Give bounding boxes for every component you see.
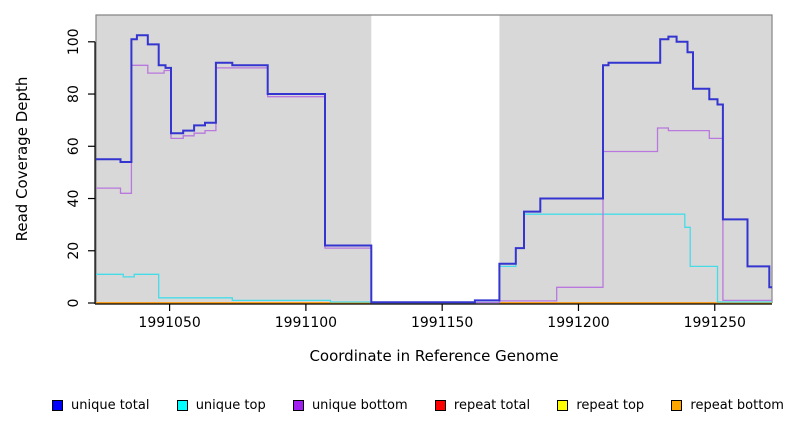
legend-item-repeat-bottom: repeat bottom bbox=[671, 398, 784, 413]
y-tick-label: 80 bbox=[66, 85, 82, 103]
x-axis-title: Coordinate in Reference Genome bbox=[309, 347, 558, 365]
x-tick-label: 1991100 bbox=[275, 315, 337, 331]
x-tick-label: 1991200 bbox=[547, 315, 609, 331]
shaded-region-2 bbox=[499, 15, 772, 303]
plot-layers: 1991050 1991100 1991150 1991200 1991250 0 20 40… bbox=[66, 14, 773, 331]
series-line-unique-total bbox=[96, 34, 772, 304]
legend: unique total unique top unique bottom repea… bbox=[52, 398, 784, 413]
legend-label: repeat bottom bbox=[690, 398, 784, 413]
legend-label: repeat total bbox=[453, 398, 531, 413]
legend-swatch-repeat-total bbox=[434, 400, 446, 411]
legend-label: unique total bbox=[71, 398, 150, 413]
y-tick-label: 20 bbox=[66, 242, 82, 260]
y-tick-label: 40 bbox=[66, 190, 82, 208]
legend-item-unique-top: unique top bbox=[176, 398, 266, 413]
y-tick-label: 0 bbox=[66, 299, 82, 308]
legend-label: unique top bbox=[195, 398, 266, 413]
shaded-region-1 bbox=[96, 15, 372, 303]
y-tick-label: 60 bbox=[66, 137, 82, 155]
legend-label: unique bottom bbox=[311, 398, 408, 413]
x-tick-label: 1991250 bbox=[684, 315, 746, 331]
legend-item-unique-total: unique total bbox=[52, 398, 149, 413]
legend-swatch-unique-total bbox=[52, 400, 63, 411]
y-tick-label: 100 bbox=[66, 28, 82, 55]
legend-swatch-repeat-top bbox=[557, 400, 569, 411]
x-tick-label: 1991050 bbox=[138, 315, 200, 331]
legend-swatch-unique-top bbox=[176, 400, 188, 411]
legend-item-repeat-total: repeat total bbox=[434, 398, 531, 413]
legend-swatch-repeat-bottom bbox=[671, 400, 683, 411]
legend-item-unique-bottom: unique bottom bbox=[292, 398, 408, 413]
legend-label: repeat top bbox=[576, 398, 645, 413]
coverage-plot-canvas: 1991050 1991100 1991150 1991200 1991250 0 20 40… bbox=[13, 14, 773, 365]
legend-swatch-unique-bottom bbox=[292, 400, 304, 411]
x-tick-label: 1991150 bbox=[411, 315, 473, 331]
legend-item-repeat-top: repeat top bbox=[557, 398, 644, 413]
y-axis-title: Read Coverage Depth bbox=[13, 77, 31, 242]
